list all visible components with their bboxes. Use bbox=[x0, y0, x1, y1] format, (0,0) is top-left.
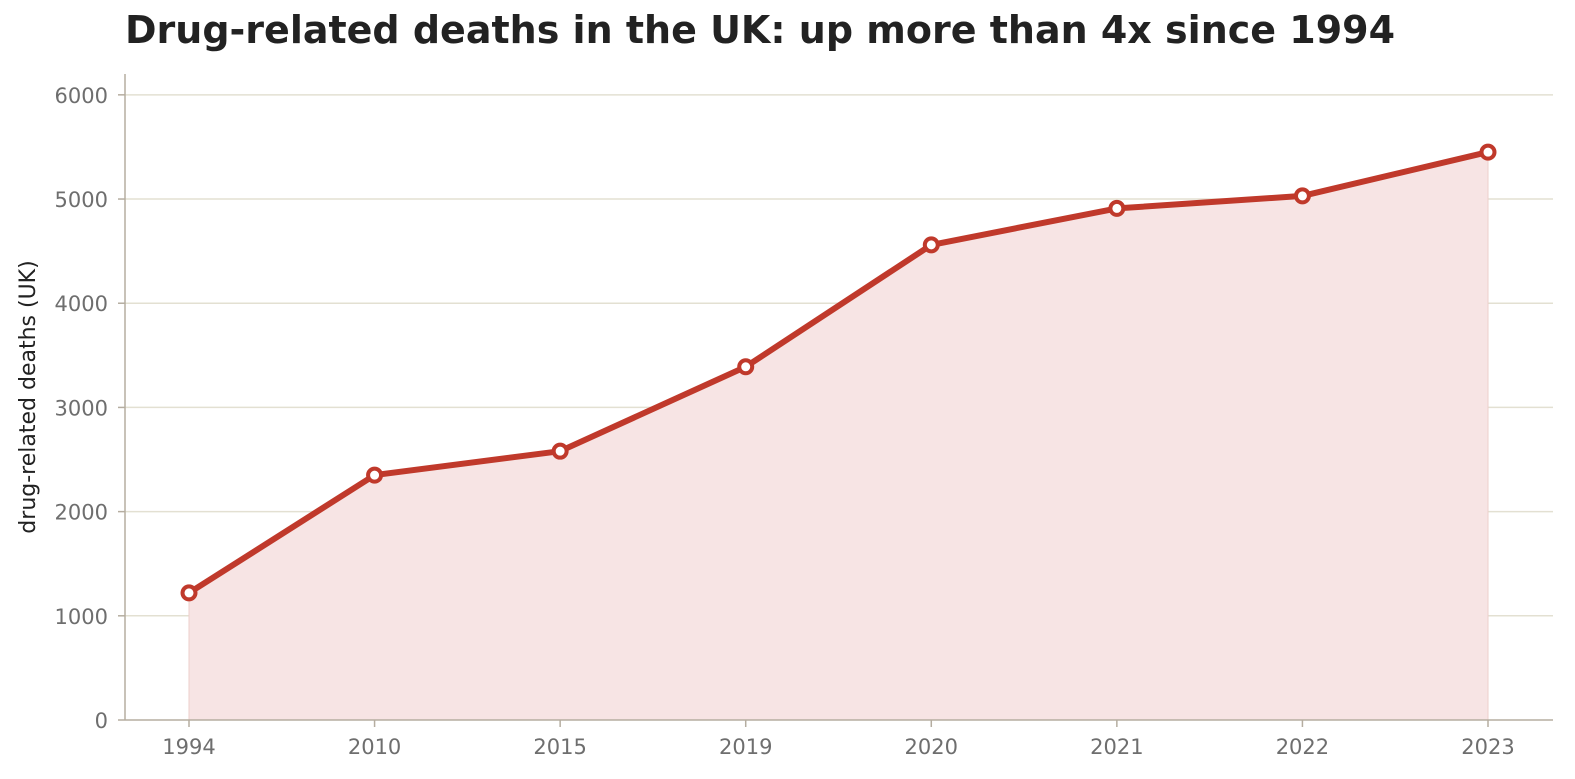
area-fill bbox=[188, 151, 1489, 721]
y-tick-label: 1000 bbox=[55, 605, 108, 629]
series-line bbox=[186, 149, 1491, 596]
data-point-marker bbox=[551, 442, 569, 460]
y-axis-label: drug-related deaths (UK) bbox=[16, 260, 41, 533]
y-tick-label: 2000 bbox=[55, 501, 108, 525]
x-tick-label: 2010 bbox=[348, 735, 401, 759]
data-point-marker bbox=[366, 466, 384, 484]
x-tick-label: 2022 bbox=[1276, 735, 1329, 759]
x-axis-ticks: 1994 2010 2015 2019 2020 2021 2022 2023 bbox=[162, 720, 1515, 759]
x-tick-label: 2015 bbox=[533, 735, 586, 759]
data-points bbox=[180, 143, 1497, 602]
y-tick-label: 6000 bbox=[55, 84, 108, 108]
x-tick-label: 2021 bbox=[1090, 735, 1143, 759]
x-tick-label: 2023 bbox=[1461, 735, 1514, 759]
data-point-marker bbox=[922, 236, 940, 254]
data-point-marker bbox=[737, 358, 755, 376]
x-tick-label: 2019 bbox=[719, 735, 772, 759]
y-tick-label: 4000 bbox=[55, 292, 108, 316]
y-axis-ticks: 0 1000 2000 3000 4000 5000 6000 bbox=[55, 84, 125, 733]
data-point-marker bbox=[1293, 187, 1311, 205]
y-tick-label: 5000 bbox=[55, 188, 108, 212]
x-tick-label: 2020 bbox=[905, 735, 958, 759]
data-point-marker bbox=[180, 584, 198, 602]
y-tick-label: 3000 bbox=[55, 396, 108, 420]
data-point-marker bbox=[1108, 199, 1126, 217]
y-tick-label: 0 bbox=[95, 709, 108, 733]
x-tick-label: 1994 bbox=[162, 735, 215, 759]
data-point-marker bbox=[1479, 143, 1497, 161]
chart-title: Drug-related deaths in the UK: up more t… bbox=[125, 8, 1396, 52]
